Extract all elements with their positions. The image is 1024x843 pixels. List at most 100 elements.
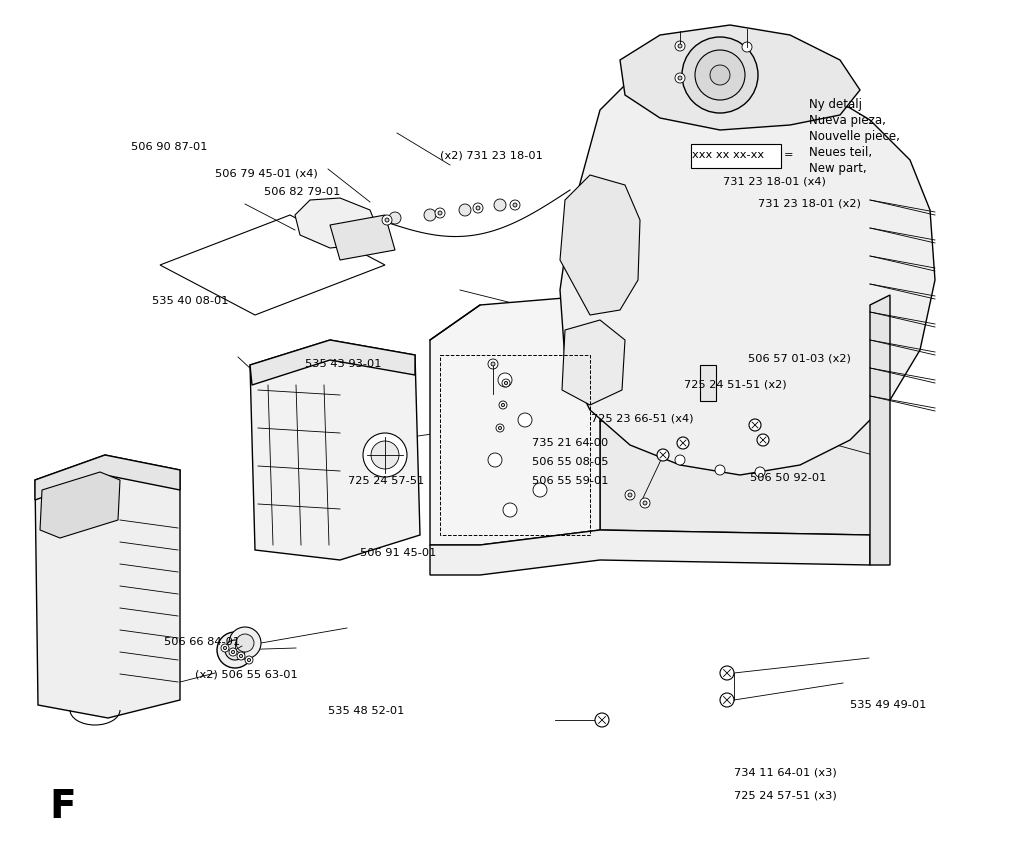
Circle shape: [240, 654, 243, 658]
Circle shape: [640, 498, 650, 508]
Polygon shape: [430, 295, 600, 545]
Text: 535 43 93-01: 535 43 93-01: [305, 359, 382, 369]
Text: 506 66 84-01: 506 66 84-01: [164, 637, 240, 647]
Circle shape: [595, 713, 609, 727]
Circle shape: [518, 413, 532, 427]
Circle shape: [503, 503, 517, 517]
Circle shape: [217, 632, 253, 668]
Text: 735 21 64-00: 735 21 64-00: [532, 438, 608, 448]
Polygon shape: [250, 340, 415, 385]
Polygon shape: [600, 295, 874, 535]
Circle shape: [675, 455, 685, 465]
Text: 506 90 87-01: 506 90 87-01: [131, 142, 208, 152]
Circle shape: [710, 65, 730, 85]
Polygon shape: [250, 340, 420, 560]
Text: 535 48 52-01: 535 48 52-01: [328, 706, 404, 716]
Text: 725 24 51-51 (x2): 725 24 51-51 (x2): [684, 379, 786, 389]
Circle shape: [221, 644, 229, 652]
Text: xxx xx xx-xx: xxx xx xx-xx: [692, 150, 764, 160]
Circle shape: [389, 212, 401, 224]
Text: 506 91 45-01: 506 91 45-01: [360, 548, 437, 558]
Text: 506 57 01-03 (x2): 506 57 01-03 (x2): [748, 353, 850, 363]
Polygon shape: [620, 25, 860, 130]
Circle shape: [675, 73, 685, 83]
Polygon shape: [560, 65, 935, 475]
Circle shape: [424, 209, 436, 221]
Text: 506 82 79-01: 506 82 79-01: [264, 187, 341, 197]
Text: 731 23 18-01 (x4): 731 23 18-01 (x4): [723, 176, 825, 186]
Circle shape: [499, 401, 507, 409]
Circle shape: [695, 50, 745, 100]
Circle shape: [225, 640, 245, 660]
Circle shape: [675, 41, 685, 51]
Circle shape: [757, 434, 769, 446]
Circle shape: [643, 501, 647, 505]
Circle shape: [488, 453, 502, 467]
Text: =: =: [783, 150, 793, 160]
Circle shape: [513, 203, 517, 207]
Text: 731 23 18-01 (x2): 731 23 18-01 (x2): [758, 198, 860, 208]
Text: 734 11 64-01 (x3): 734 11 64-01 (x3): [734, 767, 837, 777]
Text: (x2) 731 23 18-01: (x2) 731 23 18-01: [440, 150, 543, 160]
Circle shape: [459, 204, 471, 216]
Circle shape: [678, 76, 682, 80]
Polygon shape: [295, 198, 378, 248]
Polygon shape: [560, 175, 640, 315]
Circle shape: [435, 208, 445, 218]
Circle shape: [476, 206, 480, 210]
Circle shape: [749, 419, 761, 431]
Circle shape: [742, 42, 752, 52]
Text: Nueva pieza,: Nueva pieza,: [809, 114, 886, 127]
Circle shape: [534, 483, 547, 497]
Circle shape: [223, 647, 226, 650]
Circle shape: [499, 427, 502, 430]
Polygon shape: [870, 295, 890, 565]
Text: 506 55 08-05: 506 55 08-05: [532, 457, 609, 467]
Text: Neues teil,: Neues teil,: [809, 146, 872, 159]
Circle shape: [755, 467, 765, 477]
Circle shape: [236, 634, 254, 652]
Circle shape: [382, 215, 392, 225]
Polygon shape: [35, 455, 180, 718]
Circle shape: [237, 652, 245, 660]
Text: 506 79 45-01 (x4): 506 79 45-01 (x4): [215, 169, 317, 179]
Circle shape: [245, 656, 253, 664]
Text: Ny detalj: Ny detalj: [809, 98, 862, 111]
Circle shape: [678, 44, 682, 48]
Circle shape: [498, 373, 512, 387]
Text: 725 24 57-51 (x3): 725 24 57-51 (x3): [734, 791, 837, 801]
Text: 506 55 59-01: 506 55 59-01: [532, 476, 609, 486]
Circle shape: [385, 218, 389, 222]
Text: 725 24 57-51: 725 24 57-51: [348, 476, 424, 486]
Circle shape: [229, 648, 237, 656]
Circle shape: [496, 424, 504, 432]
Circle shape: [494, 199, 506, 211]
Circle shape: [510, 200, 520, 210]
Circle shape: [715, 465, 725, 475]
Bar: [440, 355, 590, 535]
Circle shape: [682, 37, 758, 113]
Text: F: F: [49, 788, 76, 826]
Text: New part,: New part,: [809, 162, 866, 175]
Circle shape: [502, 379, 510, 387]
Circle shape: [628, 493, 632, 497]
Bar: [700, 365, 716, 401]
Circle shape: [657, 449, 669, 461]
Circle shape: [625, 490, 635, 500]
Text: 506 50 92-01: 506 50 92-01: [750, 473, 826, 483]
Bar: [691, 144, 781, 168]
Circle shape: [473, 203, 483, 213]
Text: 725 23 66-51 (x4): 725 23 66-51 (x4): [591, 414, 693, 424]
Circle shape: [505, 381, 508, 384]
Circle shape: [677, 437, 689, 449]
Text: 535 40 08-01: 535 40 08-01: [152, 296, 228, 306]
Circle shape: [720, 666, 734, 680]
Text: 535 49 49-01: 535 49 49-01: [850, 700, 927, 710]
Circle shape: [231, 651, 234, 653]
Circle shape: [248, 658, 251, 662]
Polygon shape: [330, 215, 395, 260]
Circle shape: [438, 211, 442, 215]
Circle shape: [488, 359, 498, 369]
Circle shape: [362, 433, 407, 477]
Polygon shape: [562, 320, 625, 405]
